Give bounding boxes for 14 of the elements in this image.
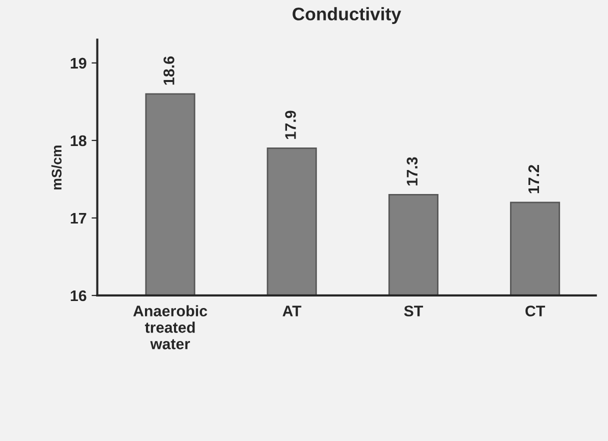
x-tick-label: AT [282,306,302,316]
x-tick-label: CT [525,306,546,316]
data-label: 18.6 [164,56,174,85]
y-tick-label: 19 [70,58,86,69]
y-tick-label: 16 [70,290,86,302]
data-label: 17.2 [528,165,539,194]
chart-title: Conductivity [292,7,402,24]
y-tick-label: 18 [70,135,86,146]
y-axis-title: mS/cm [51,146,62,190]
y-tick-label: 17 [70,212,86,224]
data-label: 17.9 [285,110,296,139]
x-tick-label: Anaerobic treated water [133,305,208,350]
x-tick-label: ST [404,306,424,316]
data-label: 17.3 [406,157,418,186]
